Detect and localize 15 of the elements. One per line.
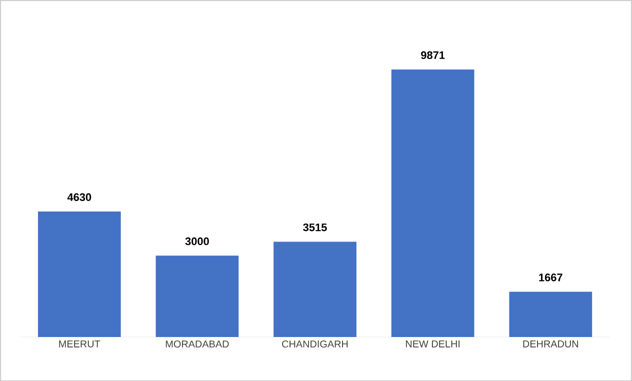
x-tick-label: NEW DELHI bbox=[406, 340, 460, 348]
data-label: 3515 bbox=[303, 223, 327, 232]
x-tick-label: MEERUT bbox=[59, 340, 100, 348]
data-label: 1667 bbox=[539, 273, 562, 282]
bar bbox=[391, 69, 474, 337]
bar bbox=[274, 242, 356, 337]
data-label: 9871 bbox=[421, 51, 445, 59]
bar bbox=[156, 256, 239, 337]
data-label: 4630 bbox=[67, 193, 92, 201]
x-tick-label: DEHRADUN bbox=[523, 340, 578, 348]
data-label: 3000 bbox=[185, 237, 209, 245]
x-tick-label: CHANDIGARH bbox=[282, 340, 348, 348]
x-tick-label: MORADABAD bbox=[166, 340, 229, 348]
bar bbox=[509, 292, 592, 337]
bar bbox=[38, 211, 121, 337]
